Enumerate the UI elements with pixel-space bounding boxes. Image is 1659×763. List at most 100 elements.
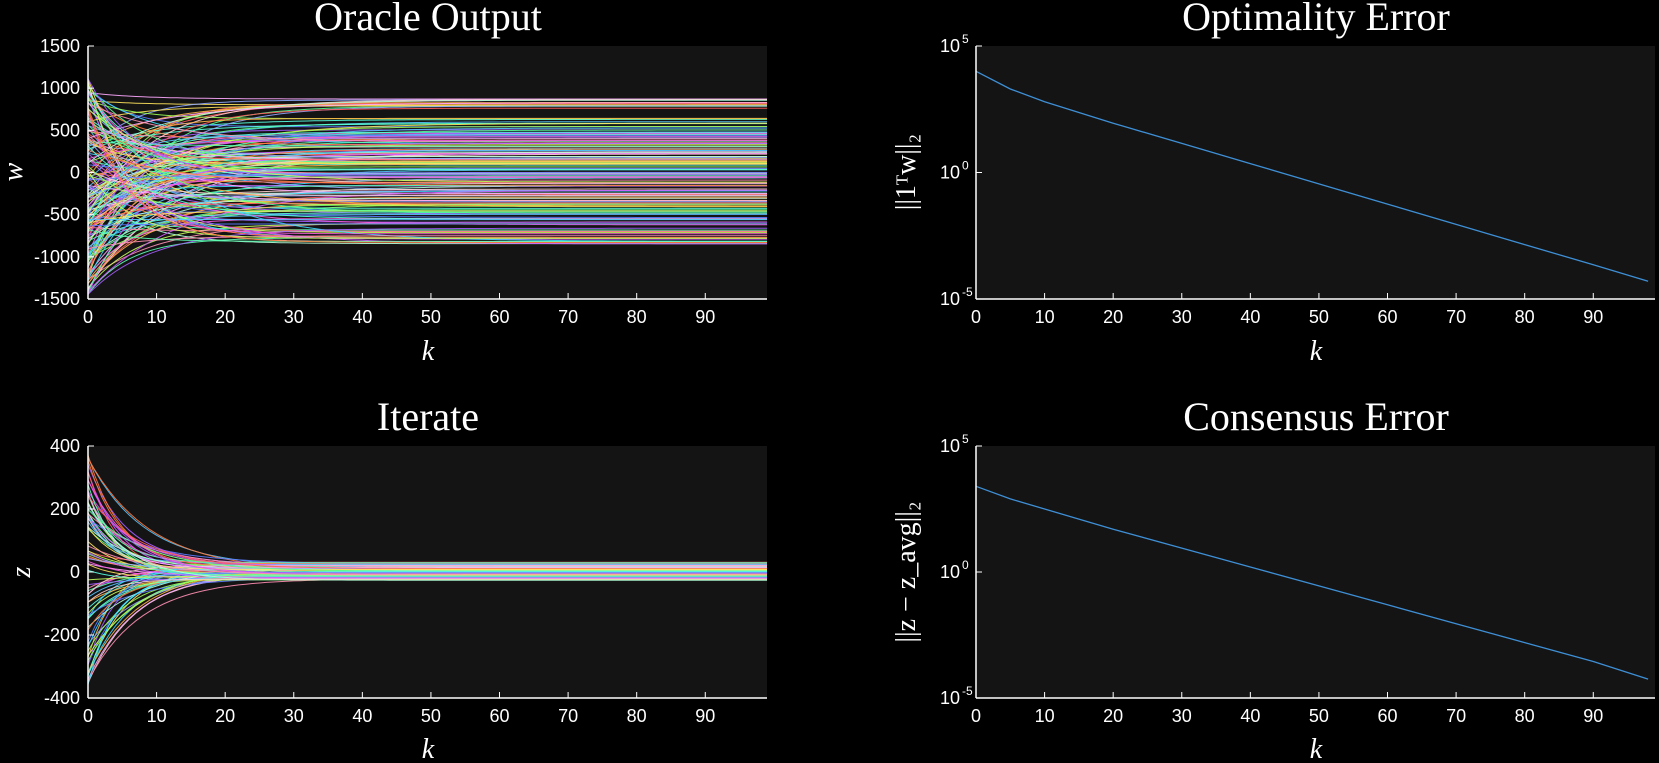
x-axis-label-optimality: k [1310, 336, 1323, 367]
trajectory-line [87, 127, 767, 258]
x-tick-label: 90 [695, 307, 715, 327]
trajectory-line [87, 502, 767, 581]
trajectory-line [87, 484, 767, 577]
chart-title-consensus: Consensus Error [1183, 394, 1449, 439]
trajectory-line [87, 171, 767, 239]
trajectory-line [87, 235, 767, 250]
y-tick-label: -500 [44, 205, 80, 225]
x-tick-label: 10 [1035, 307, 1055, 327]
y-tick-label: -1000 [34, 247, 80, 267]
trajectory-line [87, 576, 767, 685]
trajectory-line [87, 125, 767, 160]
trajectory-line [87, 134, 767, 181]
trajectory-line [87, 107, 767, 239]
trajectory-line [87, 110, 767, 243]
x-tick-label: 30 [1172, 706, 1192, 726]
x-tick-label: 50 [1309, 706, 1329, 726]
trajectory-line [87, 137, 767, 175]
trajectory-line [87, 578, 767, 603]
trajectory-line [87, 185, 767, 218]
axes-iterate: 0 10 20 30 40 50 60 70 80 90 -400 -200 0 200 400 [44, 436, 767, 726]
x-tick-label: 10 [147, 706, 167, 726]
trajectory-line [87, 129, 767, 223]
trajectory-line [87, 571, 767, 598]
x-axis-label-iterate: k [422, 734, 435, 763]
trajectory-line [87, 172, 767, 197]
y-tick-label: 10 [940, 163, 960, 183]
y-tick-exponent: 0 [962, 159, 969, 173]
trajectory-line [87, 165, 767, 212]
y-tick-exponent: 5 [962, 32, 969, 46]
trajectory-line [87, 492, 767, 569]
trajectory-line [87, 141, 767, 164]
trajectory-line [87, 144, 767, 203]
series-lines-consensus [975, 485, 1649, 680]
trajectory-line [87, 108, 767, 183]
x-tick-label: 70 [558, 307, 578, 327]
x-tick-label: 20 [1103, 307, 1123, 327]
x-tick-label: 0 [971, 307, 981, 327]
x-tick-label: 60 [1377, 706, 1397, 726]
trajectory-line [87, 138, 767, 203]
trajectory-line [87, 138, 767, 207]
x-tick-label: 40 [352, 706, 372, 726]
y-tick-label: 10 [940, 688, 960, 708]
x-tick-label: 20 [215, 307, 235, 327]
trajectory-line [87, 227, 767, 295]
trajectory-line [87, 495, 767, 566]
trajectory-line [87, 92, 767, 100]
x-tick-label: 20 [1103, 706, 1123, 726]
panel-oracle-output: 0 10 20 30 40 50 60 70 80 90 -1500 -1000 -500 0 500 100… [0, 0, 768, 367]
trajectory-line [87, 169, 767, 196]
x-tick-label: 10 [147, 307, 167, 327]
trajectory-line [87, 78, 767, 178]
x-tick-label: 50 [1309, 307, 1329, 327]
trajectory-line [87, 118, 767, 147]
trajectory-line [87, 104, 767, 152]
trajectory-line [87, 102, 767, 139]
x-tick-label: 0 [83, 307, 93, 327]
y-tick-label: 10 [940, 436, 960, 456]
x-axis-label-oracle: k [422, 336, 435, 367]
y-tick-label: 1500 [40, 36, 80, 56]
trajectory-line [87, 90, 767, 195]
x-tick-label: 60 [489, 307, 509, 327]
x-tick-label: 80 [1515, 706, 1535, 726]
x-tick-label: 10 [1035, 706, 1055, 726]
y-tick-label: 10 [940, 562, 960, 582]
error-curve [975, 70, 1649, 282]
trajectory-line [87, 186, 767, 223]
trajectory-line [87, 545, 767, 576]
x-tick-label: 30 [1172, 307, 1192, 327]
y-tick-label: 200 [50, 499, 80, 519]
trajectory-line [87, 494, 767, 564]
trajectory-line [87, 552, 767, 579]
x-tick-label: 50 [421, 307, 441, 327]
trajectory-line [87, 196, 767, 281]
trajectory-line [87, 223, 767, 227]
x-tick-label: 30 [284, 706, 304, 726]
trajectory-line [87, 99, 767, 214]
y-tick-exponent: -5 [962, 684, 973, 698]
trajectory-line [87, 94, 767, 240]
x-tick-label: 60 [489, 706, 509, 726]
y-tick-label: 400 [50, 436, 80, 456]
trajectory-line [87, 117, 767, 161]
trajectory-line [87, 141, 767, 147]
x-tick-label: 60 [1377, 307, 1397, 327]
x-tick-label: 0 [971, 706, 981, 726]
x-tick-label: 40 [1240, 307, 1260, 327]
trajectory-line [87, 197, 767, 240]
axes-oracle: 0 10 20 30 40 50 60 70 80 90 -1500 -1000 -500 0 500 100… [34, 36, 767, 327]
x-tick-label: 70 [1446, 706, 1466, 726]
error-curve [975, 485, 1649, 680]
trajectory-line [87, 139, 767, 160]
x-tick-label: 70 [558, 706, 578, 726]
trajectory-line [87, 229, 767, 242]
series-lines-optimality [975, 70, 1649, 282]
